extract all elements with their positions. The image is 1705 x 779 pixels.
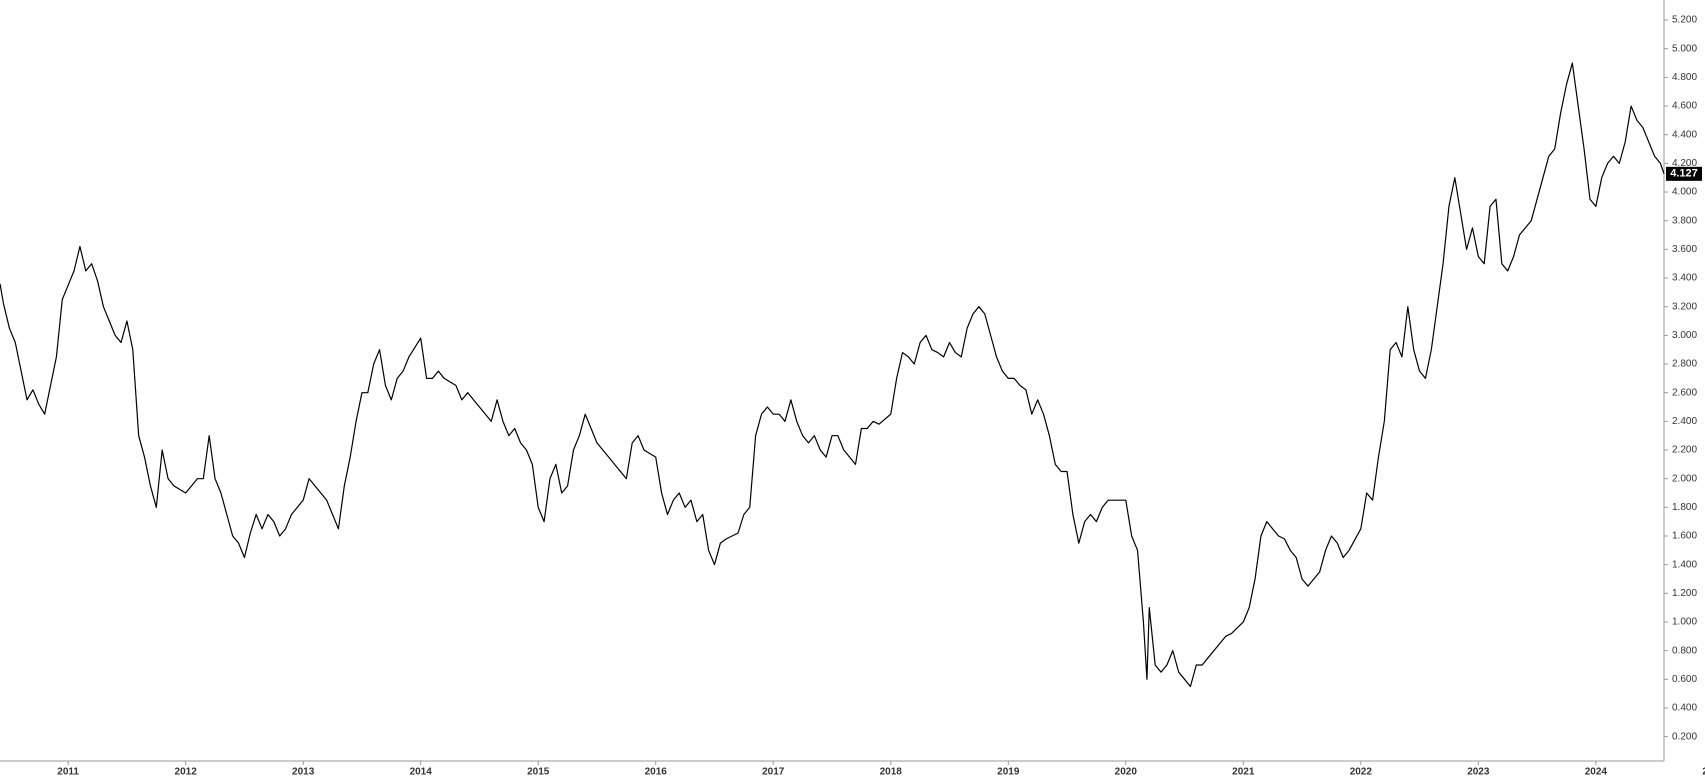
y-tick-label: 2.400	[1672, 416, 1697, 427]
x-tick-label: 2017	[762, 767, 785, 778]
y-tick-label: 3.200	[1672, 301, 1697, 312]
x-tick-label: 2022	[1350, 767, 1373, 778]
y-tick-label: 2.800	[1672, 359, 1697, 370]
x-tick-label: 2023	[1467, 767, 1490, 778]
line-series	[0, 62, 1665, 688]
y-tick-label: 1.200	[1672, 588, 1697, 599]
y-tick-label: 1.400	[1672, 559, 1697, 570]
x-tick-label: 2021	[1232, 767, 1255, 778]
y-tick-label: 2.600	[1672, 387, 1697, 398]
y-tick-label: 4.600	[1672, 101, 1697, 112]
y-tick-label: 4.000	[1672, 187, 1697, 198]
y-tick-label: 1.800	[1672, 502, 1697, 513]
x-tick-label: 2018	[880, 767, 903, 778]
x-tick-label: 2020	[1115, 767, 1138, 778]
y-tick-label: 3.400	[1672, 273, 1697, 284]
y-tick-label: 4.800	[1672, 72, 1697, 83]
x-tick-label: 2016	[645, 767, 668, 778]
last-value-label: 4.127	[1670, 168, 1698, 180]
y-tick-label: 0.600	[1672, 674, 1697, 685]
x-tick-label: 2014	[410, 767, 433, 778]
x-tick-label: 2019	[997, 767, 1020, 778]
x-tick-label: 2025	[1702, 767, 1705, 778]
y-tick-label: 3.800	[1672, 215, 1697, 226]
x-tick-label: 2015	[527, 767, 550, 778]
y-tick-label: 2.000	[1672, 473, 1697, 484]
y-tick-label: 3.600	[1672, 244, 1697, 255]
y-tick-label: 2.200	[1672, 445, 1697, 456]
x-tick-label: 2011	[57, 767, 79, 778]
y-tick-label: 1.600	[1672, 531, 1697, 542]
y-tick-label: 4.400	[1672, 129, 1697, 140]
y-tick-label: 0.800	[1672, 645, 1697, 656]
y-tick-label: 5.000	[1672, 43, 1697, 54]
x-tick-label: 2013	[292, 767, 315, 778]
y-tick-label: 0.200	[1672, 731, 1697, 742]
y-tick-label: 4.200	[1672, 158, 1697, 169]
y-tick-label: 3.000	[1672, 330, 1697, 341]
y-tick-label: 1.000	[1672, 617, 1697, 628]
y-tick-label: 0.400	[1672, 703, 1697, 714]
y-tick-label: 5.200	[1672, 15, 1697, 26]
x-tick-label: 2024	[1585, 767, 1608, 778]
last-value-box	[1666, 166, 1702, 181]
x-tick-label: 2012	[175, 767, 198, 778]
